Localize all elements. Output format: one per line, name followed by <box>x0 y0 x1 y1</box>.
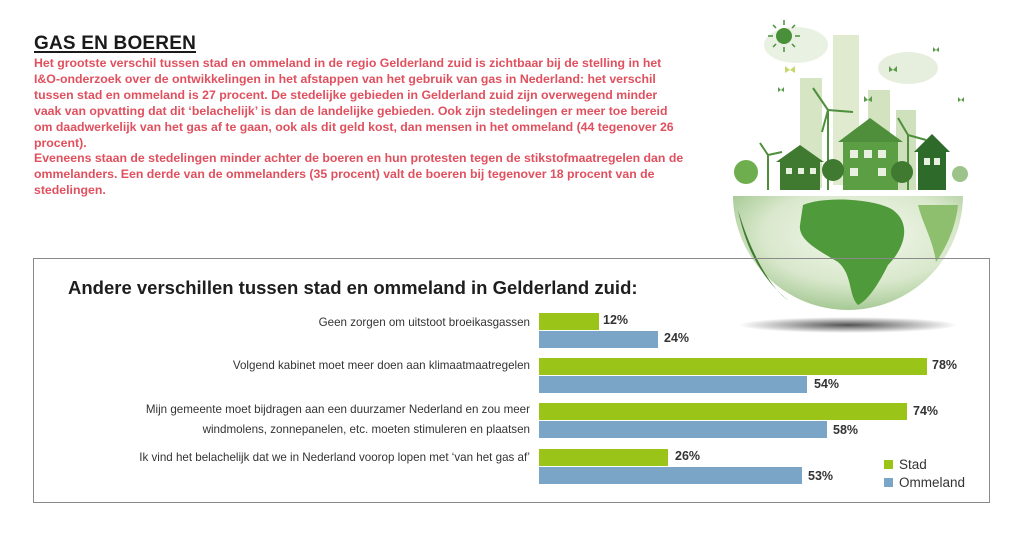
bar-stad-1 <box>539 313 599 330</box>
article-title: GAS EN BOEREN <box>34 33 197 54</box>
bar-ommeland-4 <box>539 467 802 484</box>
legend-swatch-ommeland <box>884 477 893 487</box>
legend-swatch-stad <box>884 459 893 469</box>
bar-stad-4 <box>539 449 668 466</box>
legend-label-stad: Stad <box>899 456 927 472</box>
value-stad-2: 78% <box>932 358 958 372</box>
row-label-4: Ik vind het belachelijk dat we in Nederl… <box>139 451 530 464</box>
chart-legend: Stad Ommeland <box>884 455 965 491</box>
row-label-1: Geen zorgen om uitstoot broeikasgassen <box>318 316 530 329</box>
intro-paragraph-2: Eveneens staan de stedelingen minder ach… <box>34 151 684 198</box>
value-stad-3: 74% <box>913 404 939 418</box>
bar-ommeland-3 <box>539 421 827 438</box>
value-ommeland-2: 54% <box>814 377 840 391</box>
value-stad-1: 12% <box>603 313 629 327</box>
bar-stad-2 <box>539 358 927 375</box>
bar-ommeland-1 <box>539 331 658 348</box>
bar-ommeland-2 <box>539 376 807 393</box>
intro-paragraph-1: Het grootste verschil tussen stad en omm… <box>34 56 674 150</box>
value-ommeland-1: 24% <box>664 331 690 345</box>
row-label-3b: windmolens, zonnepanelen, etc. moeten st… <box>202 423 530 436</box>
value-ommeland-3: 58% <box>833 423 859 437</box>
green-city-globe-icon <box>718 0 978 340</box>
legend-item-stad: Stad <box>884 455 965 473</box>
value-ommeland-4: 53% <box>808 469 834 483</box>
legend-label-ommeland: Ommeland <box>899 474 966 490</box>
row-label-2: Volgend kabinet moet meer doen aan klima… <box>232 359 530 372</box>
value-stad-4: 26% <box>675 449 701 463</box>
chart-frame <box>33 258 990 503</box>
chart-title: Andere verschillen tussen stad en ommela… <box>68 277 638 298</box>
bar-stad-3 <box>539 403 907 420</box>
intro-text: Het grootste verschil tussen stad en omm… <box>34 56 684 199</box>
row-label-3a: Mijn gemeente moet bijdragen aan een duu… <box>145 403 530 416</box>
legend-item-ommeland: Ommeland <box>884 473 965 491</box>
